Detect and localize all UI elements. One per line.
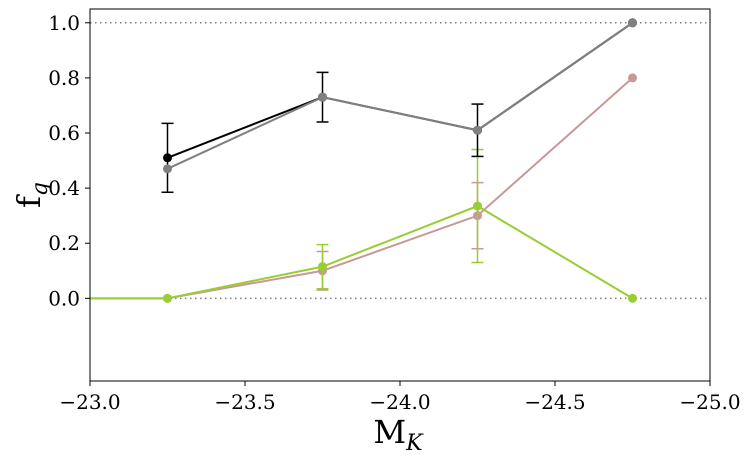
x-tick-label: −23.5 bbox=[214, 390, 275, 414]
series-1 bbox=[163, 18, 637, 174]
x-axis-ticks: −23.0 −23.5 −24.0 −24.5 −25.0 bbox=[59, 381, 741, 414]
data-point bbox=[163, 164, 172, 174]
series-3 bbox=[90, 148, 637, 303]
y-axis-label-sub: q bbox=[28, 182, 53, 196]
x-axis-label-sub: K bbox=[405, 431, 424, 456]
data-point bbox=[318, 262, 327, 272]
series-line bbox=[167, 21, 634, 170]
y-tick-label: 0.8 bbox=[48, 66, 80, 90]
data-point bbox=[628, 73, 637, 83]
y-tick-label: 0.4 bbox=[48, 176, 80, 200]
data-point bbox=[318, 92, 327, 102]
series-layer bbox=[90, 18, 637, 303]
reference-lines bbox=[90, 22, 710, 300]
data-point bbox=[473, 201, 482, 211]
data-point bbox=[628, 18, 637, 28]
x-tick-label: −24.0 bbox=[369, 390, 430, 414]
x-tick-label: −24.5 bbox=[524, 390, 585, 414]
data-point bbox=[473, 125, 482, 135]
y-axis-label-main: f bbox=[10, 194, 48, 208]
y-tick-label: 1.0 bbox=[48, 11, 80, 35]
y-axis-label: fq bbox=[10, 182, 53, 208]
y-axis-ticks: 0.0 0.2 0.4 0.6 0.8 1.0 bbox=[48, 11, 90, 310]
data-point bbox=[163, 153, 172, 163]
x-tick-label: −25.0 bbox=[679, 390, 740, 414]
data-point bbox=[163, 293, 172, 303]
y-tick-label: 0.0 bbox=[48, 286, 80, 310]
y-tick-label: 0.2 bbox=[48, 231, 80, 255]
y-tick-label: 0.6 bbox=[48, 121, 80, 145]
x-axis-label-main: M bbox=[373, 413, 406, 451]
x-axis-label: MK bbox=[373, 413, 424, 456]
x-tick-label: −23.0 bbox=[59, 390, 120, 414]
data-point bbox=[628, 293, 637, 303]
plot-area bbox=[90, 9, 710, 381]
